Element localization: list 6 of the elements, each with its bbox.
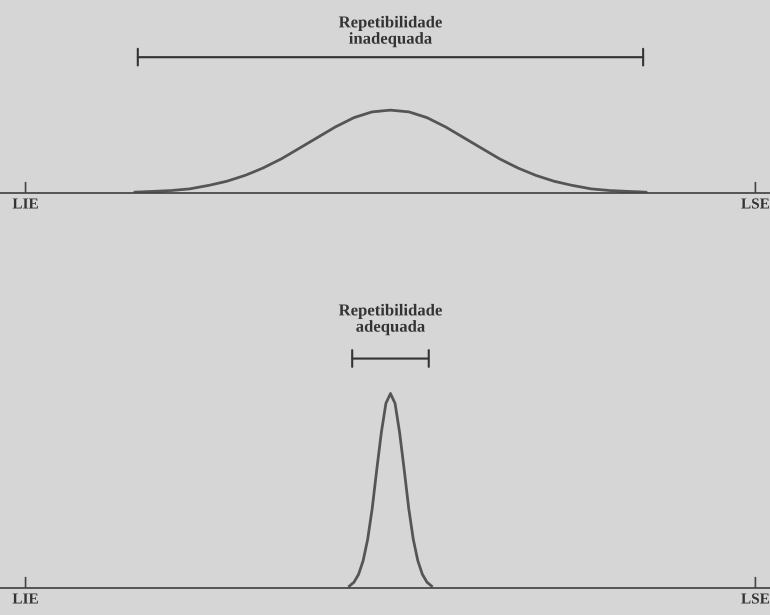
text: Repetibilidade adequada — [338, 304, 442, 336]
x-tick-label: LSE — [741, 198, 770, 209]
x-tick-label: LIE — [12, 593, 38, 604]
x-tick-label: LSE — [741, 593, 770, 604]
x-tick-label: LIE — [12, 198, 38, 208]
text: Repetibilidade inadequada — [338, 16, 442, 48]
